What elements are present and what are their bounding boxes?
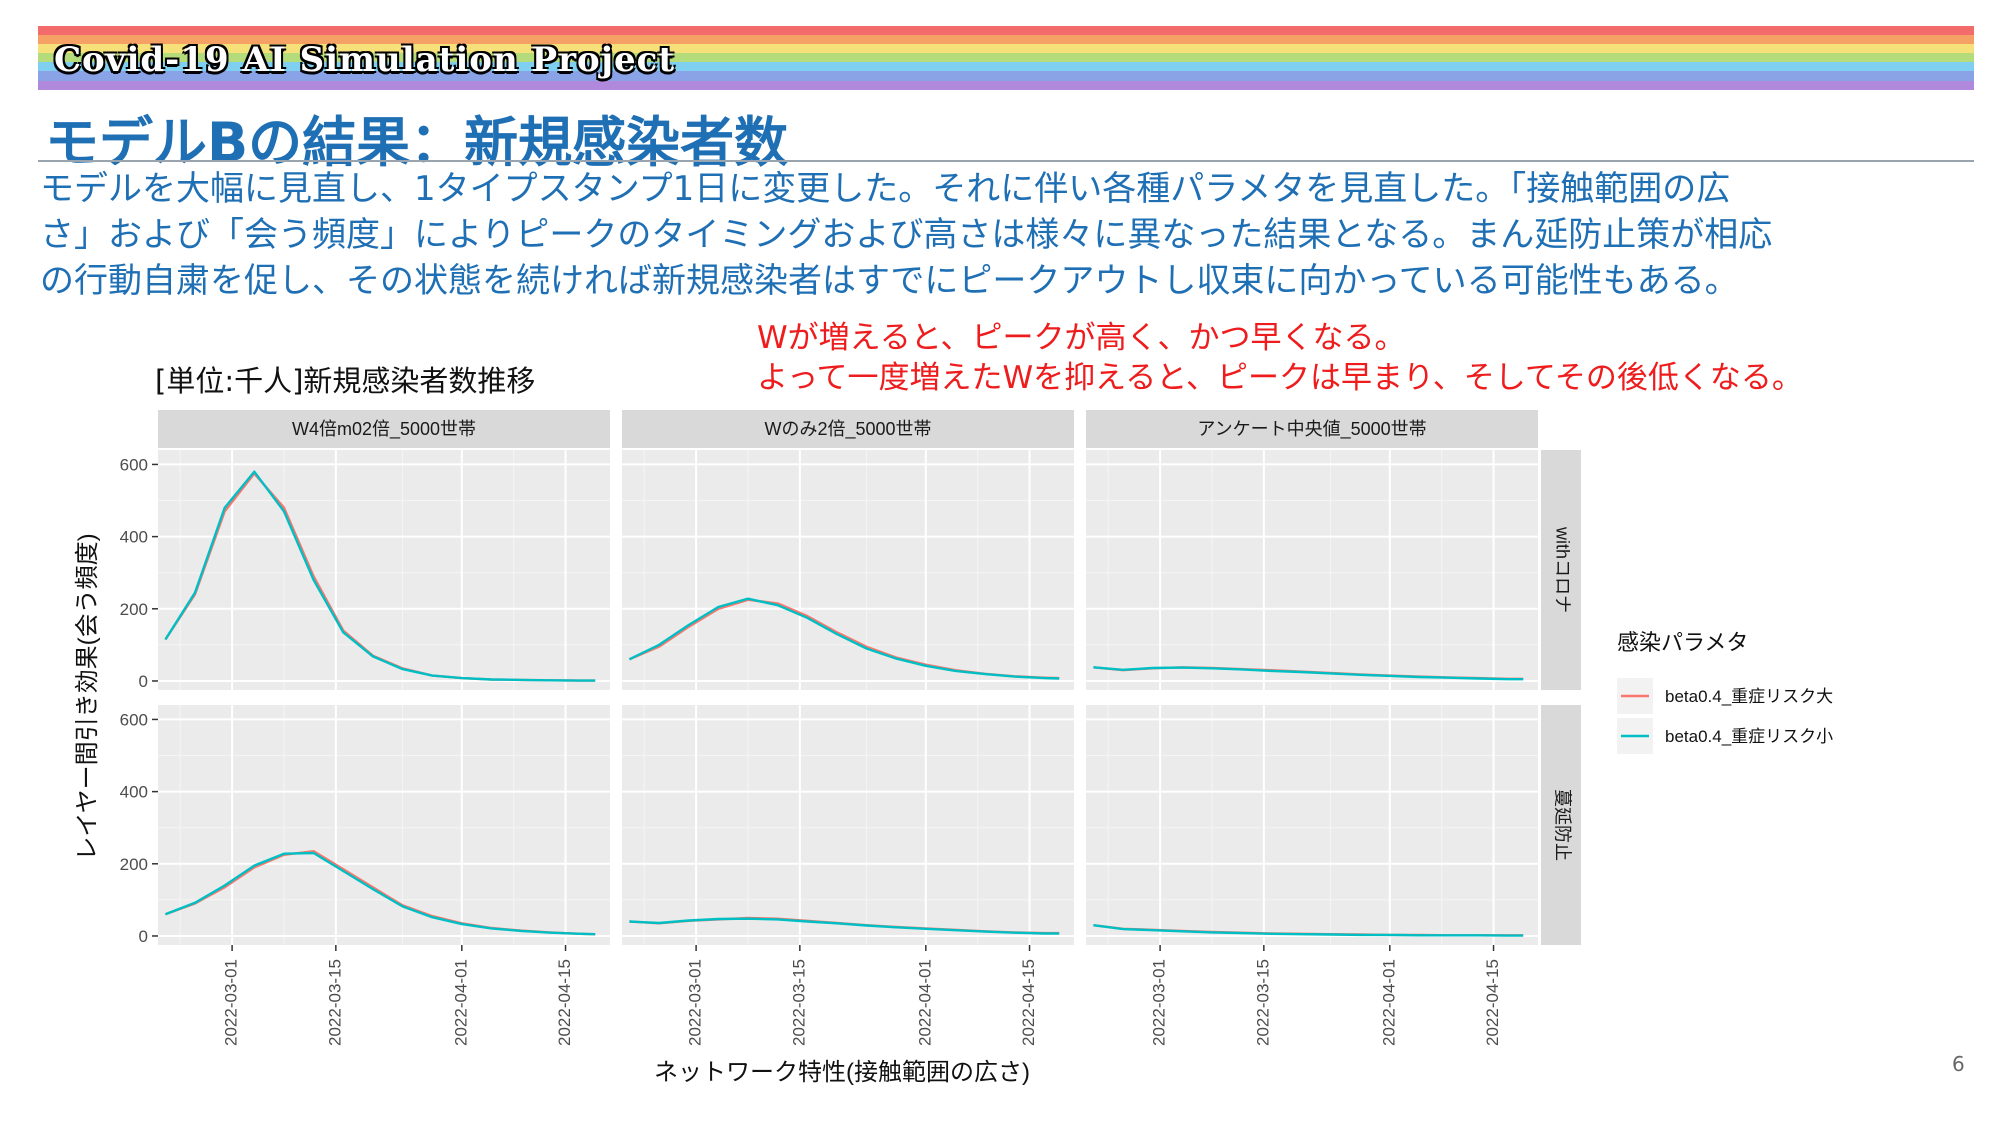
series-line — [629, 917, 1060, 935]
y-tick-label: 600 — [120, 710, 148, 729]
x-tick-label: 2022-04-01 — [451, 959, 470, 1046]
x-tick-label: 2022-03-15 — [325, 959, 344, 1046]
banner-stripe — [38, 35, 1974, 45]
facet-strip-col — [1086, 410, 1538, 448]
banner-stripe — [38, 71, 1974, 81]
panel-background — [158, 705, 610, 945]
red-note: よって一度増えたWを抑えると、ピークは早まり、そしてその後低くなる。 — [757, 360, 1803, 396]
facet-strip-col — [158, 410, 610, 448]
facet-label-row: 蔓延防止 — [1552, 789, 1572, 861]
x-tick-label: 2022-03-15 — [1253, 959, 1272, 1046]
y-tick-label: 400 — [120, 528, 148, 547]
title-divider — [38, 160, 1974, 162]
legend-entry: beta0.4_重症リスク小 — [1665, 727, 1833, 746]
x-tick-label: 2022-03-01 — [1150, 959, 1169, 1046]
banner-stripe — [38, 62, 1974, 72]
x-tick-label: 2022-04-15 — [1483, 959, 1502, 1046]
panel-background — [622, 705, 1074, 945]
y-tick-label: 400 — [120, 783, 148, 802]
page-number: 6 — [1952, 1052, 1965, 1076]
banner-title: Covid-19 AI Simulation Project — [54, 40, 676, 80]
banner-stripe — [38, 26, 1974, 36]
series-line — [164, 470, 596, 682]
banner-stripe — [38, 44, 1974, 54]
facet-label-col: Wのみ2倍_5000世帯 — [764, 419, 931, 440]
y-tick-label: 0 — [139, 927, 148, 946]
x-tick-label: 2022-04-15 — [555, 959, 574, 1046]
series-line — [164, 851, 596, 936]
panel-background — [1086, 450, 1538, 690]
facet-label-col: W4倍m02倍_5000世帯 — [292, 419, 476, 440]
x-tick-label: 2022-03-15 — [789, 959, 808, 1046]
facet-label-col: アンケート中央値_5000世帯 — [1197, 419, 1426, 440]
rainbow-banner: Covid-19 AI Simulation Project — [38, 26, 1974, 90]
red-note: Wが増えると、ピークが高く、かつ早くなる。 — [757, 320, 1406, 356]
y-tick-label: 0 — [139, 672, 148, 691]
facet-strip-row — [1541, 705, 1581, 945]
y-tick-label: 200 — [120, 600, 148, 619]
x-axis-title: ネットワーク特性(接触範囲の広さ) — [654, 1059, 1030, 1086]
banner-stripe — [38, 80, 1974, 90]
slide-title: モデルBの結果：新規感染者数 — [45, 111, 789, 174]
facet-strip-row — [1541, 450, 1581, 690]
body-line: さ」および「会う頻度」によりピークのタイミングおよび高さは様々に異なった結果とな… — [40, 215, 1773, 255]
series-line — [1093, 666, 1524, 681]
panel-background — [1086, 705, 1538, 945]
body-line: モデルを大幅に見直し、1タイプスタンプ1日に変更した。それに伴い各種パラメタを見… — [40, 169, 1731, 209]
y-tick-label: 200 — [120, 855, 148, 874]
x-tick-label: 2022-03-01 — [686, 959, 705, 1046]
body-text: モデルを大幅に見直し、1タイプスタンプ1日に変更した。それに伴い各種パラメタを見… — [40, 166, 1960, 304]
chart-title: [単位:千人]新規感染者数推移 — [155, 364, 536, 398]
series-line — [1093, 924, 1524, 937]
x-tick-label: 2022-03-01 — [222, 959, 241, 1046]
legend-entry: beta0.4_重症リスク大 — [1665, 687, 1833, 706]
x-tick-label: 2022-04-15 — [1019, 959, 1038, 1046]
panel-background — [158, 450, 610, 690]
x-tick-label: 2022-04-01 — [915, 959, 934, 1046]
body-line: の行動自粛を促し、その状態を続ければ新規感染者はすでにピークアウトし収束に向かっ… — [40, 261, 1739, 301]
banner-stripes — [38, 26, 1974, 90]
facet-strip-col — [622, 410, 1074, 448]
panel-background — [622, 450, 1074, 690]
facet-label-row: withコロナ — [1552, 526, 1572, 613]
legend-title: 感染パラメタ — [1617, 630, 1748, 655]
x-tick-label: 2022-04-01 — [1379, 959, 1398, 1046]
banner-stripe — [38, 53, 1974, 63]
series-line — [628, 597, 1060, 680]
y-tick-label: 600 — [120, 455, 148, 474]
y-axis-title: レイヤー間引き効果(会う頻度) — [74, 533, 101, 860]
